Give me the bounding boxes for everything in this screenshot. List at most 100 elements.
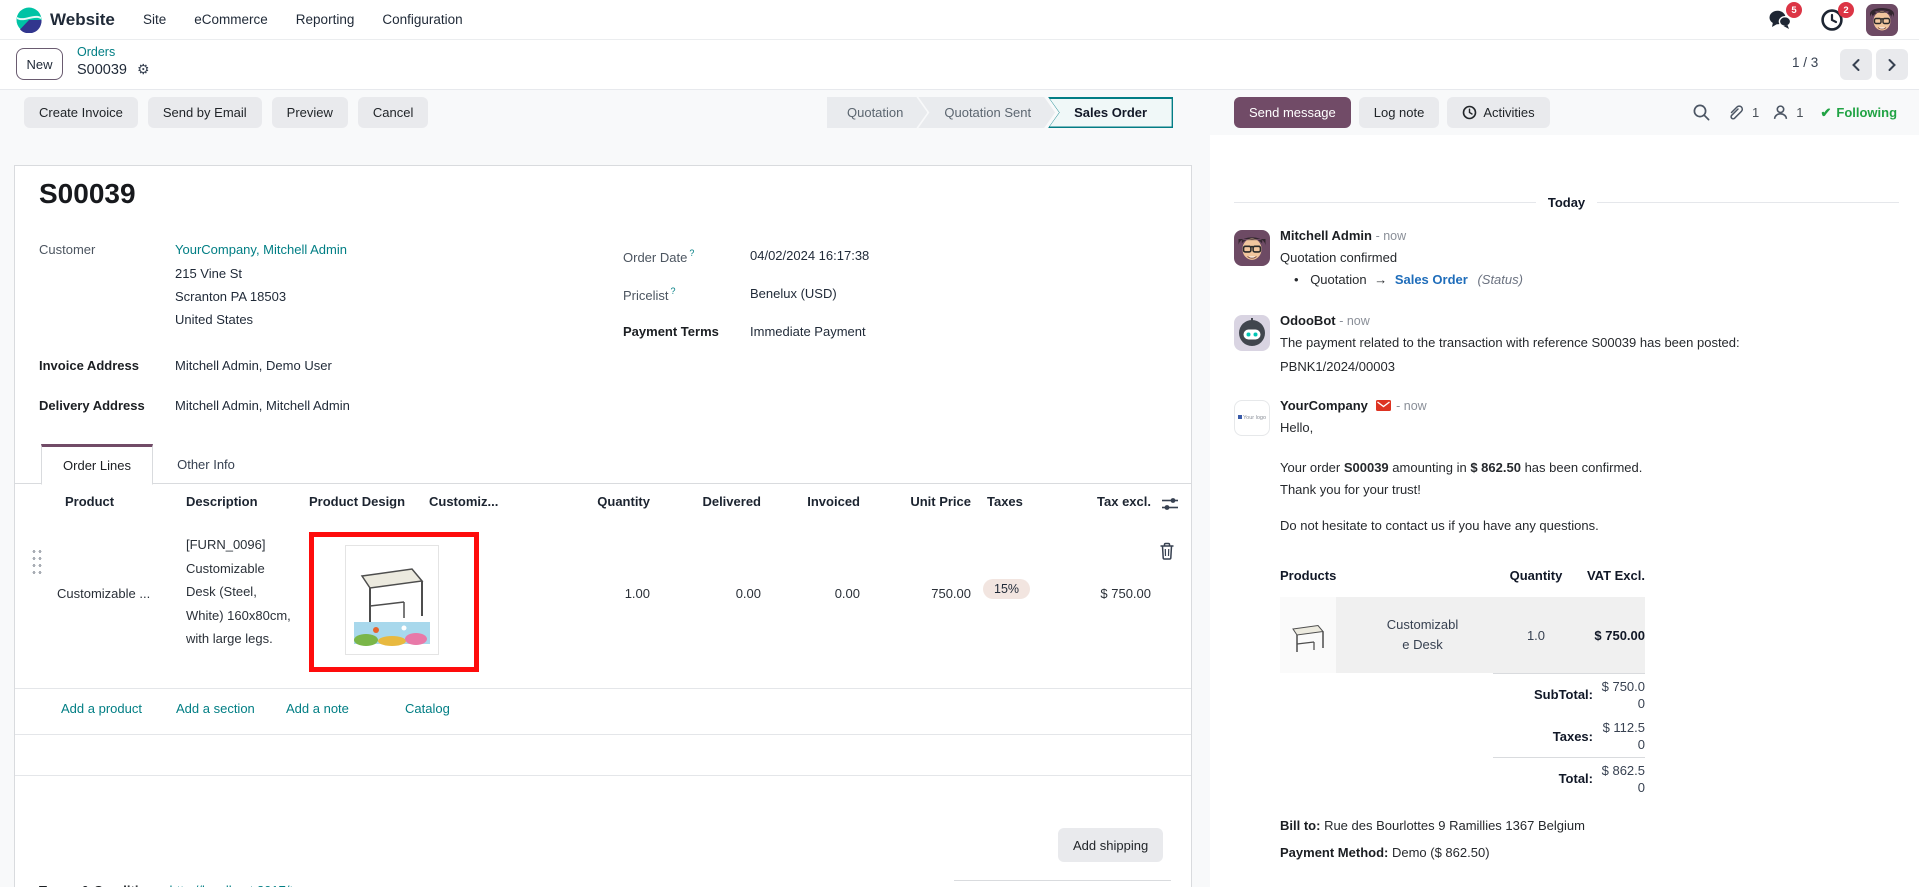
customer-link[interactable]: YourCompany, Mitchell Admin [175,242,347,257]
author-name[interactable]: Mitchell Admin [1280,228,1372,243]
cell-invoiced[interactable]: 0.00 [834,586,860,601]
empty-line-row[interactable] [15,735,1191,776]
add-shipping-button[interactable]: Add shipping [1058,828,1164,862]
col-unit-price[interactable]: Unit Price [910,494,971,509]
optional-columns-icon[interactable] [1161,496,1179,512]
contact-text: Do not hesitate to contact us if you hav… [1280,518,1599,533]
send-by-email-button[interactable]: Send by Email [147,97,262,128]
col-product-design[interactable]: Product Design [309,494,406,509]
author-avatar[interactable] [1234,230,1270,266]
cell-quantity[interactable]: 1.00 [624,586,650,601]
cell-unit-price[interactable]: 750.00 [931,586,971,601]
menu-site[interactable]: Site [143,12,167,27]
col-product[interactable]: Product [65,494,115,509]
annotation-red-rectangle [309,532,479,672]
search-icon[interactable] [1692,103,1711,122]
subtotal-row: SubTotal: $ 750.00 [1493,673,1645,715]
attachments-count[interactable]: 1 [1752,105,1760,120]
order-line-row[interactable] [15,520,1191,689]
messages-icon[interactable] [1768,8,1792,32]
odoobot-avatar[interactable] [1234,315,1270,351]
status-sales-order[interactable]: Sales Order [1048,97,1174,128]
subtotal-label: SubTotal: [1534,687,1593,702]
trash-icon[interactable] [1159,542,1175,560]
catalog-link[interactable]: Catalog [405,701,450,716]
gear-icon[interactable]: ⚙ [137,61,150,77]
create-invoice-button[interactable]: Create Invoice [24,97,138,128]
following-toggle[interactable]: ✔ Following [1820,105,1897,121]
menu-ecommerce[interactable]: eCommerce [194,12,268,27]
col-delivered[interactable]: Delivered [702,494,761,509]
payment-reference-link[interactable]: PBNK1/2024/00003 [1280,359,1395,374]
delivery-address-label: Delivery Address [39,398,145,413]
message-time: - now [1396,399,1427,413]
odoo-website-logo[interactable] [16,7,42,33]
new-button[interactable]: New [16,48,63,80]
menu-reporting[interactable]: Reporting [295,12,355,27]
payment-terms-value[interactable]: Immediate Payment [750,324,866,339]
user-avatar[interactable] [1866,4,1898,36]
control-panel: New Orders S00039 ⚙ 1 / 3 [0,40,1919,90]
arrow-right-icon: → [1374,272,1388,287]
payment-method-label: Payment Method: [1280,845,1389,860]
pricelist-label-text: Pricelist [623,288,669,303]
col-invoiced[interactable]: Invoiced [807,494,860,509]
col-customizable[interactable]: Customiz... [429,494,499,509]
order-reference: S00039 [1343,460,1389,475]
message-mitchell-admin: Mitchell Admin - now Quotation confirmed… [1234,228,1899,291]
cell-delivered[interactable]: 0.00 [735,586,761,601]
terms-and-conditions: Terms & Conditions: http://localhost:801… [39,883,322,887]
preview-button[interactable]: Preview [271,97,348,128]
add-a-product-link[interactable]: Add a product [61,701,142,716]
cancel-button[interactable]: Cancel [357,97,429,128]
col-taxes[interactable]: Taxes [987,494,1023,509]
total-label: Total: [1558,771,1593,786]
sale-order-form: S00039 Customer YourCompany, Mitchell Ad… [14,165,1192,887]
pricelist-value[interactable]: Benelux (USD) [750,286,837,301]
author-name[interactable]: OdooBot [1280,313,1336,328]
delivery-address-value[interactable]: Mitchell Admin, Mitchell Admin [175,398,350,413]
tab-other-info[interactable]: Other Info [177,456,235,472]
cell-taxes-badge[interactable]: 15% [983,579,1031,599]
followers-icon[interactable] [1772,104,1789,121]
totals-separator [954,880,1171,881]
status-quotation[interactable]: Quotation [827,97,927,128]
email-product-row: Customizable Desk 1.0 $ 750.00 [1280,597,1645,673]
activities-clock-icon[interactable] [1820,8,1844,32]
add-a-section-link[interactable]: Add a section [176,701,255,716]
invoice-address-value[interactable]: Mitchell Admin, Demo User [175,358,332,373]
terms-link[interactable]: http://localhost:8017/terms [170,883,322,887]
date-divider: Today [1234,195,1899,210]
chatter-buttons: Send message Log note Activities [1234,97,1550,128]
tab-order-lines[interactable]: Order Lines [41,444,153,485]
order-date-value[interactable]: 04/02/2024 16:17:38 [750,248,870,263]
drag-handle[interactable] [31,548,43,574]
breadcrumb-parent[interactable]: Orders [77,45,116,59]
status-bar: Quotation Quotation Sent Sales Order [827,97,1174,128]
col-quantity[interactable]: Quantity [597,494,650,509]
add-a-note-link[interactable]: Add a note [286,701,349,716]
order-date-label: Order Date? [623,248,694,265]
app-name[interactable]: Website [50,10,115,29]
activities-button[interactable]: Activities [1447,97,1550,128]
pager-next-button[interactable] [1876,49,1908,80]
product-design-image[interactable] [345,545,439,655]
log-note-button[interactable]: Log note [1358,97,1440,128]
col-vat-excl: VAT Excl. [1586,567,1645,583]
envelope-icon [1375,400,1391,411]
col-description[interactable]: Description [186,494,258,509]
status-sales-order-label: Sales Order [1049,98,1172,127]
followers-count[interactable]: 1 [1796,105,1804,120]
taxes-row: Taxes: $ 112.50 [1493,715,1645,757]
status-quotation-sent[interactable]: Quotation Sent [918,97,1055,128]
menu-configuration[interactable]: Configuration [382,12,463,27]
send-message-button[interactable]: Send message [1234,97,1351,128]
paperclip-icon[interactable] [1726,103,1745,122]
author-name[interactable]: YourCompany [1280,398,1368,413]
col-tax-excl[interactable]: Tax excl. [1097,494,1151,509]
order-lines-footer: Add a product Add a section Add a note C… [15,689,1191,735]
cell-product[interactable]: Customizable ... [57,586,151,601]
pager-previous-button[interactable] [1840,49,1872,80]
yourcompany-logo-avatar[interactable]: Your logo [1234,400,1270,436]
cell-description[interactable]: [FURN_0096] Customizable Desk (Steel, Wh… [186,537,291,646]
